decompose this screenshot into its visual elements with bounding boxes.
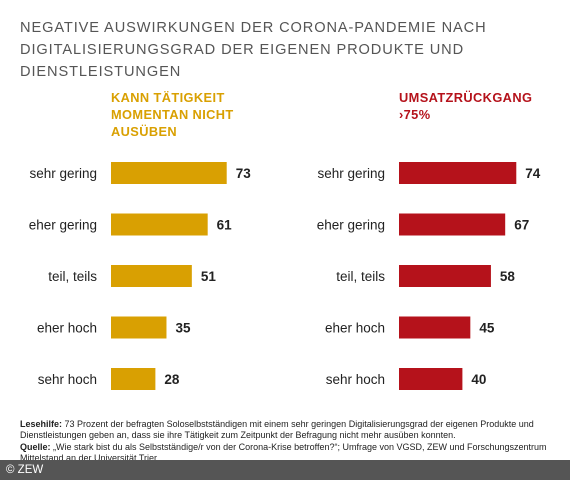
- right-value-label: 40: [471, 372, 486, 387]
- left-bar: [111, 368, 156, 390]
- left-value-label: 61: [217, 218, 233, 233]
- lesehilfe-text: 73 Prozent der befragten Soloselbstständ…: [20, 419, 534, 441]
- copyright-text: © ZEW: [6, 464, 44, 476]
- right-heading-line-2: ›75%: [399, 107, 431, 122]
- quelle: Quelle: „Wie stark bist du als Selbststä…: [20, 442, 558, 465]
- right-bar: [399, 213, 506, 236]
- right-bar: [399, 316, 471, 339]
- footnote: Lesehilfe: 73 Prozent der befragten Solo…: [20, 419, 558, 464]
- left-category-label: teil, teils: [48, 269, 97, 284]
- left-value-label: 73: [236, 166, 252, 181]
- right-bar: [399, 162, 517, 184]
- left-category-label: sehr hoch: [38, 372, 97, 387]
- right-category-label: sehr gering: [317, 166, 385, 181]
- right-category-label: teil, teils: [336, 269, 385, 284]
- right-value-label: 45: [479, 321, 495, 336]
- right-bar: [399, 265, 491, 287]
- left-value-label: 51: [201, 269, 217, 284]
- left-bar: [111, 213, 208, 236]
- right-value-label: 58: [500, 269, 516, 284]
- right-bar: [399, 368, 463, 390]
- right-panel-heading: UMSATZRÜCKGANG ›75%: [399, 89, 570, 123]
- quelle-label: Quelle:: [20, 441, 51, 452]
- left-heading-line-3: AUSÜBEN: [111, 124, 178, 139]
- left-bar: [111, 162, 227, 184]
- right-category-label: sehr hoch: [326, 372, 385, 387]
- left-value-label: 28: [164, 372, 180, 387]
- right-value-label: 67: [514, 218, 529, 233]
- right-heading-line-1: UMSATZRÜCKGANG: [399, 90, 533, 105]
- left-panel-heading: KANN TÄTIGKEIT MOMENTAN NICHT AUSÜBEN: [111, 89, 311, 140]
- left-bar: [111, 265, 192, 287]
- right-value-label: 74: [525, 166, 541, 181]
- lesehilfe-label: Lesehilfe:: [20, 419, 63, 429]
- left-category-label: eher hoch: [37, 321, 97, 336]
- left-heading-line-1: KANN TÄTIGKEIT: [111, 90, 225, 105]
- quelle-text: „Wie stark bist du als Selbstständige/r …: [20, 441, 547, 463]
- right-category-label: eher gering: [317, 218, 385, 233]
- left-category-label: sehr gering: [29, 166, 97, 181]
- left-category-label: eher gering: [29, 218, 97, 233]
- left-value-label: 35: [175, 321, 191, 336]
- left-bar: [111, 316, 167, 339]
- lesehilfe: Lesehilfe: 73 Prozent der befragten Solo…: [20, 419, 558, 442]
- left-heading-line-2: MOMENTAN NICHT: [111, 107, 234, 122]
- chart-title: NEGATIVE AUSWIRKUNGEN DER CORONA-PANDEMI…: [20, 20, 487, 80]
- right-category-label: eher hoch: [325, 321, 385, 336]
- bar-charts: sehr gering 73 eher gering 61 teil, teils 51 e…: [29, 162, 541, 390]
- copyright-bar: © ZEW: [0, 460, 570, 480]
